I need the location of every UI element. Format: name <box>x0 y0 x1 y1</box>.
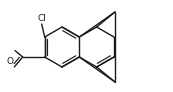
Text: Cl: Cl <box>37 14 46 23</box>
Text: O: O <box>6 57 13 66</box>
